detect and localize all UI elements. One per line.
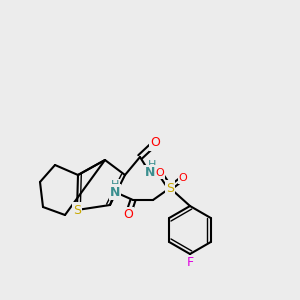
Text: H: H [111,180,119,190]
Text: O: O [123,208,133,221]
Text: S: S [73,203,81,217]
Text: N: N [110,185,120,199]
Text: O: O [178,173,188,183]
Text: N: N [145,167,155,179]
Text: H: H [148,160,156,170]
Text: O: O [156,168,164,178]
Text: F: F [186,256,194,269]
Text: H: H [146,166,154,176]
Text: N: N [145,170,155,184]
Text: S: S [166,182,174,194]
Text: O: O [150,136,160,149]
